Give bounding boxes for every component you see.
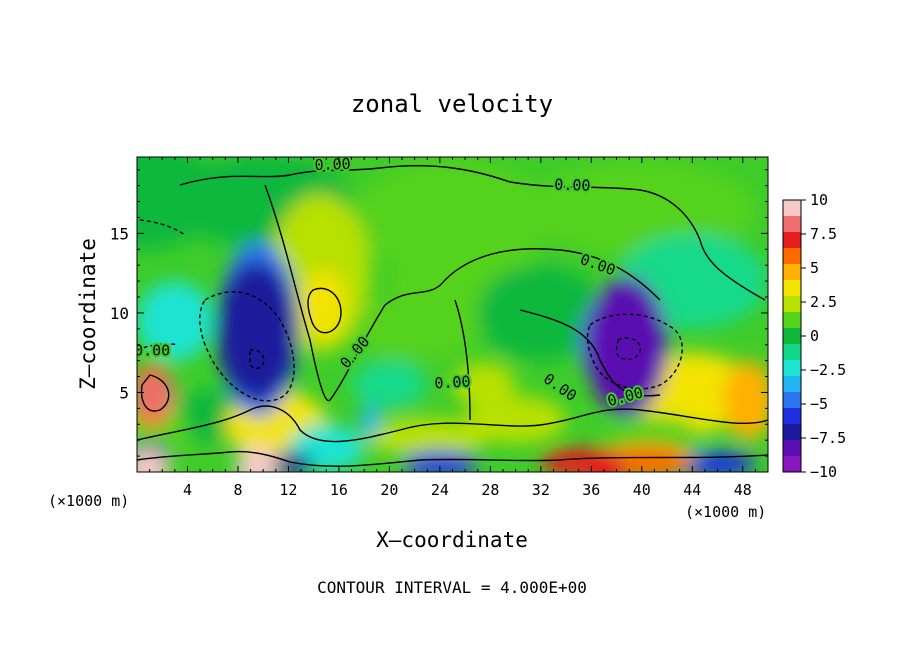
contour-line-10 — [248, 349, 265, 370]
field-patch — [364, 417, 491, 457]
colorbar-band — [783, 392, 801, 409]
colorbar-band — [783, 296, 801, 313]
x-tick-label: 48 — [734, 481, 752, 499]
y-tick-label: 15 — [110, 224, 129, 243]
x-axis-label: X–coordinate — [376, 528, 528, 552]
field-patch — [477, 265, 604, 361]
contour-line-11 — [615, 337, 642, 361]
colorbar-band — [783, 248, 801, 265]
colorbar-band — [783, 264, 801, 281]
y-tick-label: 5 — [119, 383, 129, 402]
contour-interval-footer: CONTOUR INTERVAL = 4.000E+00 — [317, 578, 587, 597]
contour-label-halo-1: 0.00 — [554, 176, 591, 195]
colorbar-tick-label: 2.5 — [810, 293, 837, 311]
x-tick-label: 16 — [330, 481, 348, 499]
colorbar-band — [783, 232, 801, 249]
contour-label-halo-4: 0.00 — [434, 372, 471, 392]
colorbar-band — [783, 360, 801, 377]
chart-title: zonal velocity — [351, 90, 553, 118]
x-unit-label: (×1000 m) — [48, 492, 129, 510]
contour-line-5 — [199, 291, 295, 402]
field-patch — [528, 161, 756, 258]
field-extremum-4 — [583, 447, 625, 472]
contour-label-1: 0.00 — [554, 176, 591, 195]
x-tick-label: 40 — [633, 481, 651, 499]
contour-line-3 — [137, 405, 768, 443]
x-tick-label: 44 — [683, 481, 701, 499]
x-axis: 4 8 12 16 20 24 28 32 36 40 44 48 — [149, 157, 756, 499]
z-unit-label: (×1000 m) — [685, 503, 766, 521]
colorbar-band — [783, 408, 801, 425]
contour-label-halo-7: 0.00 — [134, 342, 170, 360]
contour-label-0: 0.00 — [314, 155, 351, 174]
contour-label-halo-0: 0.00 — [314, 155, 351, 174]
colorbar: 10 7.5 5 2.5 0 −2.5 −5 −7.5 −10 — [782, 191, 846, 481]
field-patch — [465, 395, 567, 444]
x-tick-label: 4 — [183, 481, 192, 499]
colorbar-band — [783, 376, 801, 393]
field-patch — [351, 297, 478, 361]
y-axis-label: Z–coordinate — [76, 238, 100, 390]
colorbar-band — [783, 280, 801, 297]
field-patch — [723, 360, 768, 441]
colorbar-tick-label: −7.5 — [810, 429, 846, 447]
contour-line-9 — [307, 287, 342, 334]
x-tick-label: 8 — [233, 481, 242, 499]
x-tick-label: 36 — [582, 481, 600, 499]
contour-label-4: 0.00 — [434, 372, 471, 392]
colorbar-band — [783, 456, 801, 473]
colorbar-band — [783, 328, 801, 345]
contour-line-4 — [137, 450, 768, 467]
x-tick-label: 12 — [279, 481, 297, 499]
contour-label-7: 0.00 — [134, 342, 170, 360]
colorbar-tick-label: −5 — [810, 395, 828, 413]
field-extremum-3 — [586, 276, 668, 417]
field-extremum-1 — [216, 262, 298, 402]
colorbar-tick-label: −10 — [810, 463, 837, 481]
contour-line-0 — [179, 164, 766, 301]
field-extrema — [137, 262, 668, 472]
field-extremum-5 — [236, 446, 278, 472]
y-axis: 5 10 15 — [110, 169, 768, 457]
x-tick-label: 20 — [380, 481, 398, 499]
field-patch — [351, 360, 428, 409]
field-patch — [603, 444, 693, 472]
colorbar-tick-label: 10 — [810, 191, 828, 209]
x-tick-label: 28 — [481, 481, 499, 499]
field-patch — [360, 405, 381, 437]
field-extremum-6 — [137, 449, 168, 472]
contour-line-7 — [137, 219, 186, 351]
colorbar-tick-label: −2.5 — [810, 361, 846, 379]
contour-line-1 — [264, 184, 661, 402]
y-tick-label: 10 — [110, 304, 129, 323]
colorbar-tick-label: 0 — [810, 327, 819, 345]
contour-line-8 — [140, 374, 170, 412]
field-patch — [137, 281, 213, 361]
colorbar-band — [783, 344, 801, 361]
contour-line-2 — [454, 299, 661, 421]
colorbar-band — [783, 424, 801, 441]
colorbar-band — [783, 200, 801, 217]
x-tick-label: 24 — [431, 481, 449, 499]
colorbar-band — [783, 216, 801, 233]
x-tick-label: 32 — [532, 481, 550, 499]
contour-line-6 — [586, 313, 683, 390]
colorbar-band — [783, 312, 801, 329]
field-patch — [402, 451, 478, 472]
heatmap-field: 0.000.000.000.000.000.000.000.000.000.00… — [134, 155, 768, 472]
colorbar-tick-label: 7.5 — [810, 225, 837, 243]
colorbar-tick-label: 5 — [810, 259, 819, 277]
colorbar-band — [783, 440, 801, 457]
